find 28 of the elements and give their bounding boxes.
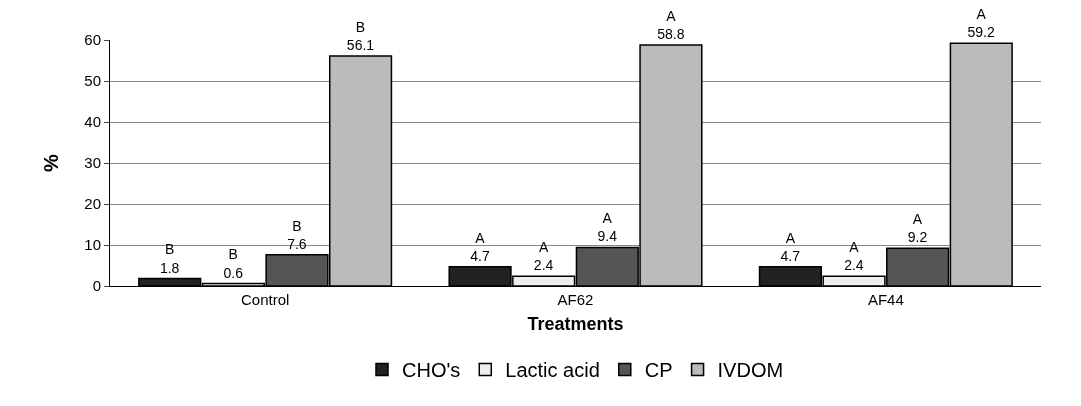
data-label: A 9.4 (597, 210, 618, 245)
x-tick-label: AF44 (867, 291, 904, 308)
x-tick-label: Control (240, 291, 290, 308)
y-axis-title: % (39, 153, 62, 172)
legend-label: IVDOM (717, 359, 784, 382)
y-tick-label: 50 (84, 72, 101, 90)
data-label: A 4.7 (780, 229, 801, 264)
legend-label: CP (644, 359, 673, 382)
data-label: A 58.8 (657, 7, 685, 42)
y-tick-label: 60 (84, 31, 101, 49)
data-label: B 1.8 (159, 241, 180, 276)
y-tick-label: 40 (84, 113, 101, 131)
y-tick-label: 0 (92, 277, 101, 295)
legend-label: CHO's (402, 359, 461, 382)
x-axis-title: Treatments (527, 314, 624, 335)
legend-label: Lactic acid (505, 359, 600, 382)
data-label: B 7.6 (287, 217, 307, 252)
data-label: A 59.2 (967, 6, 995, 41)
data-label: B 0.6 (223, 246, 244, 281)
data-label: A 9.2 (907, 211, 928, 246)
data-label: A 4.7 (470, 229, 490, 264)
data-label: B 56.1 (346, 18, 375, 53)
data-label: A 2.4 (844, 238, 864, 274)
data-label: A 2.4 (533, 238, 554, 274)
y-tick-label: 10 (84, 236, 101, 254)
y-tick-label: 20 (84, 195, 101, 213)
x-tick-label: AF62 (557, 291, 594, 308)
y-tick-label: 30 (84, 154, 101, 172)
